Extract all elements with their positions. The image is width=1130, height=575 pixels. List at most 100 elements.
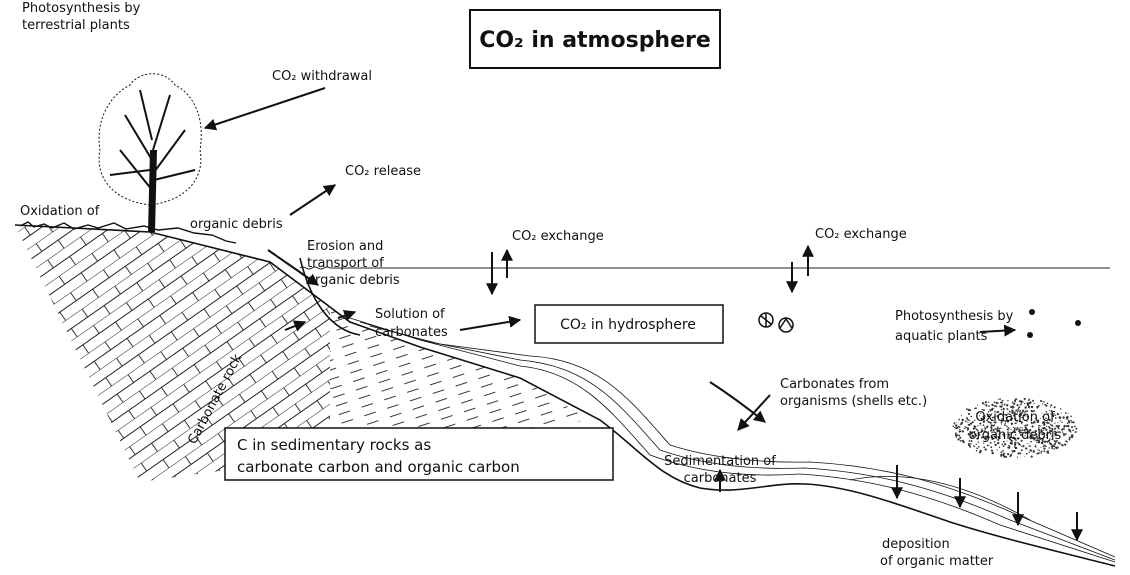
stipple-dot [967, 419, 969, 421]
stipple-dot [961, 430, 964, 433]
stipple-dot [1025, 447, 1028, 450]
stipple-dot [1048, 431, 1050, 434]
stipple-dot [1039, 399, 1043, 403]
stipple-dot [1074, 431, 1077, 434]
stipple-dot [1025, 452, 1028, 455]
stipple-dot [1048, 447, 1051, 449]
stipple-dot [1032, 449, 1035, 452]
stipple-dot [1003, 435, 1006, 438]
stipple-dot [1035, 433, 1038, 436]
stipple-dot [1042, 400, 1044, 403]
stipple-dot [981, 436, 984, 439]
stipple-dot [997, 399, 999, 400]
stipple-dot [983, 446, 986, 449]
stipple-dot [1018, 430, 1021, 433]
stipple-dot [965, 420, 967, 423]
stipple-dot [1050, 435, 1053, 437]
stipple-dot [1045, 440, 1047, 442]
stipple-dot [1016, 421, 1018, 423]
stipple-dot [1031, 425, 1034, 428]
stipple-dot [970, 432, 973, 435]
stipple-dot [992, 428, 995, 432]
stipple-dot [987, 401, 990, 403]
stipple-dot [955, 433, 957, 435]
stipple-dot [1029, 401, 1032, 404]
stipple-dot [1027, 443, 1029, 445]
stipple-dot [1034, 444, 1037, 446]
stipple-dot [996, 429, 998, 432]
stipple-dot [1021, 417, 1024, 419]
stipple-dot [969, 430, 972, 433]
stipple-dot [1033, 437, 1035, 439]
stipple-dot [1049, 406, 1051, 408]
stipple-dot [1049, 432, 1052, 435]
stipple-dot [1003, 440, 1005, 443]
stipple-dot [996, 415, 999, 417]
stipple-dot [1000, 427, 1002, 429]
stipple-dot [1008, 446, 1011, 449]
stipple-dot [1021, 427, 1023, 429]
stipple-dot [1023, 414, 1026, 417]
stipple-dot [1037, 441, 1041, 444]
stipple-dot [1064, 443, 1067, 446]
stipple-dot [1050, 404, 1053, 407]
stipple-dot [996, 428, 999, 431]
stipple-dot [1055, 434, 1057, 436]
stipple-dot [1001, 419, 1003, 421]
stipple-dot [1017, 408, 1020, 410]
stipple-dot [993, 435, 996, 438]
stipple-dot [1040, 425, 1042, 427]
stipple-dot [977, 425, 979, 427]
stipple-dot [1015, 446, 1017, 449]
stipple-dot [1011, 417, 1014, 420]
stipple-dot [998, 429, 1001, 433]
stipple-dot [1063, 424, 1066, 427]
stipple-dot [978, 433, 981, 436]
stipple-dot [984, 415, 986, 417]
stipple-dot [983, 442, 985, 444]
stipple-dot [995, 401, 999, 405]
stipple-dot [1062, 432, 1064, 434]
stipple-dot [988, 413, 990, 416]
label: of organic matter [880, 554, 994, 569]
stipple-dot [984, 401, 988, 404]
stipple-dot [1036, 439, 1039, 442]
stipple-dot [989, 421, 992, 424]
stipple-dot [1053, 442, 1057, 445]
stipple-dot [967, 429, 969, 432]
stipple-dot [1064, 412, 1067, 414]
stipple-dot [1040, 438, 1042, 440]
stipple-dot [1050, 429, 1052, 431]
stipple-dot [1029, 429, 1032, 432]
stipple-dot [976, 437, 979, 440]
stipple-dot [1037, 421, 1039, 424]
stipple-dot [1019, 412, 1023, 415]
stipple-dot [987, 411, 990, 413]
stipple-dot [1033, 421, 1036, 424]
stipple-dot [1001, 443, 1004, 446]
stipple-dot [1016, 413, 1018, 416]
stipple-dot [953, 426, 956, 428]
label: organic debris [969, 428, 1062, 443]
stipple-dot [1016, 437, 1020, 440]
stipple-dot [1013, 406, 1015, 408]
stipple-dot [1015, 428, 1017, 430]
stipple-dot [1011, 452, 1013, 454]
stipple-dot [990, 449, 994, 452]
stipple-dot [981, 402, 984, 405]
stipple-dot [974, 419, 976, 421]
stipple-dot [1020, 445, 1023, 448]
stipple-dot [1002, 445, 1005, 447]
stipple-dot [1047, 413, 1049, 415]
stipple-dot [1016, 411, 1019, 413]
stipple-dot [1021, 429, 1024, 431]
stipple-dot [980, 424, 982, 426]
stipple-dot [1014, 438, 1016, 441]
stipple-dot [998, 433, 1000, 435]
stipple-dot [984, 435, 987, 438]
stipple-dot [987, 420, 989, 423]
stipple-dot [1046, 440, 1049, 443]
stipple-dot [980, 428, 983, 430]
stipple-dot [1037, 452, 1040, 455]
stipple-dot [1024, 455, 1026, 457]
